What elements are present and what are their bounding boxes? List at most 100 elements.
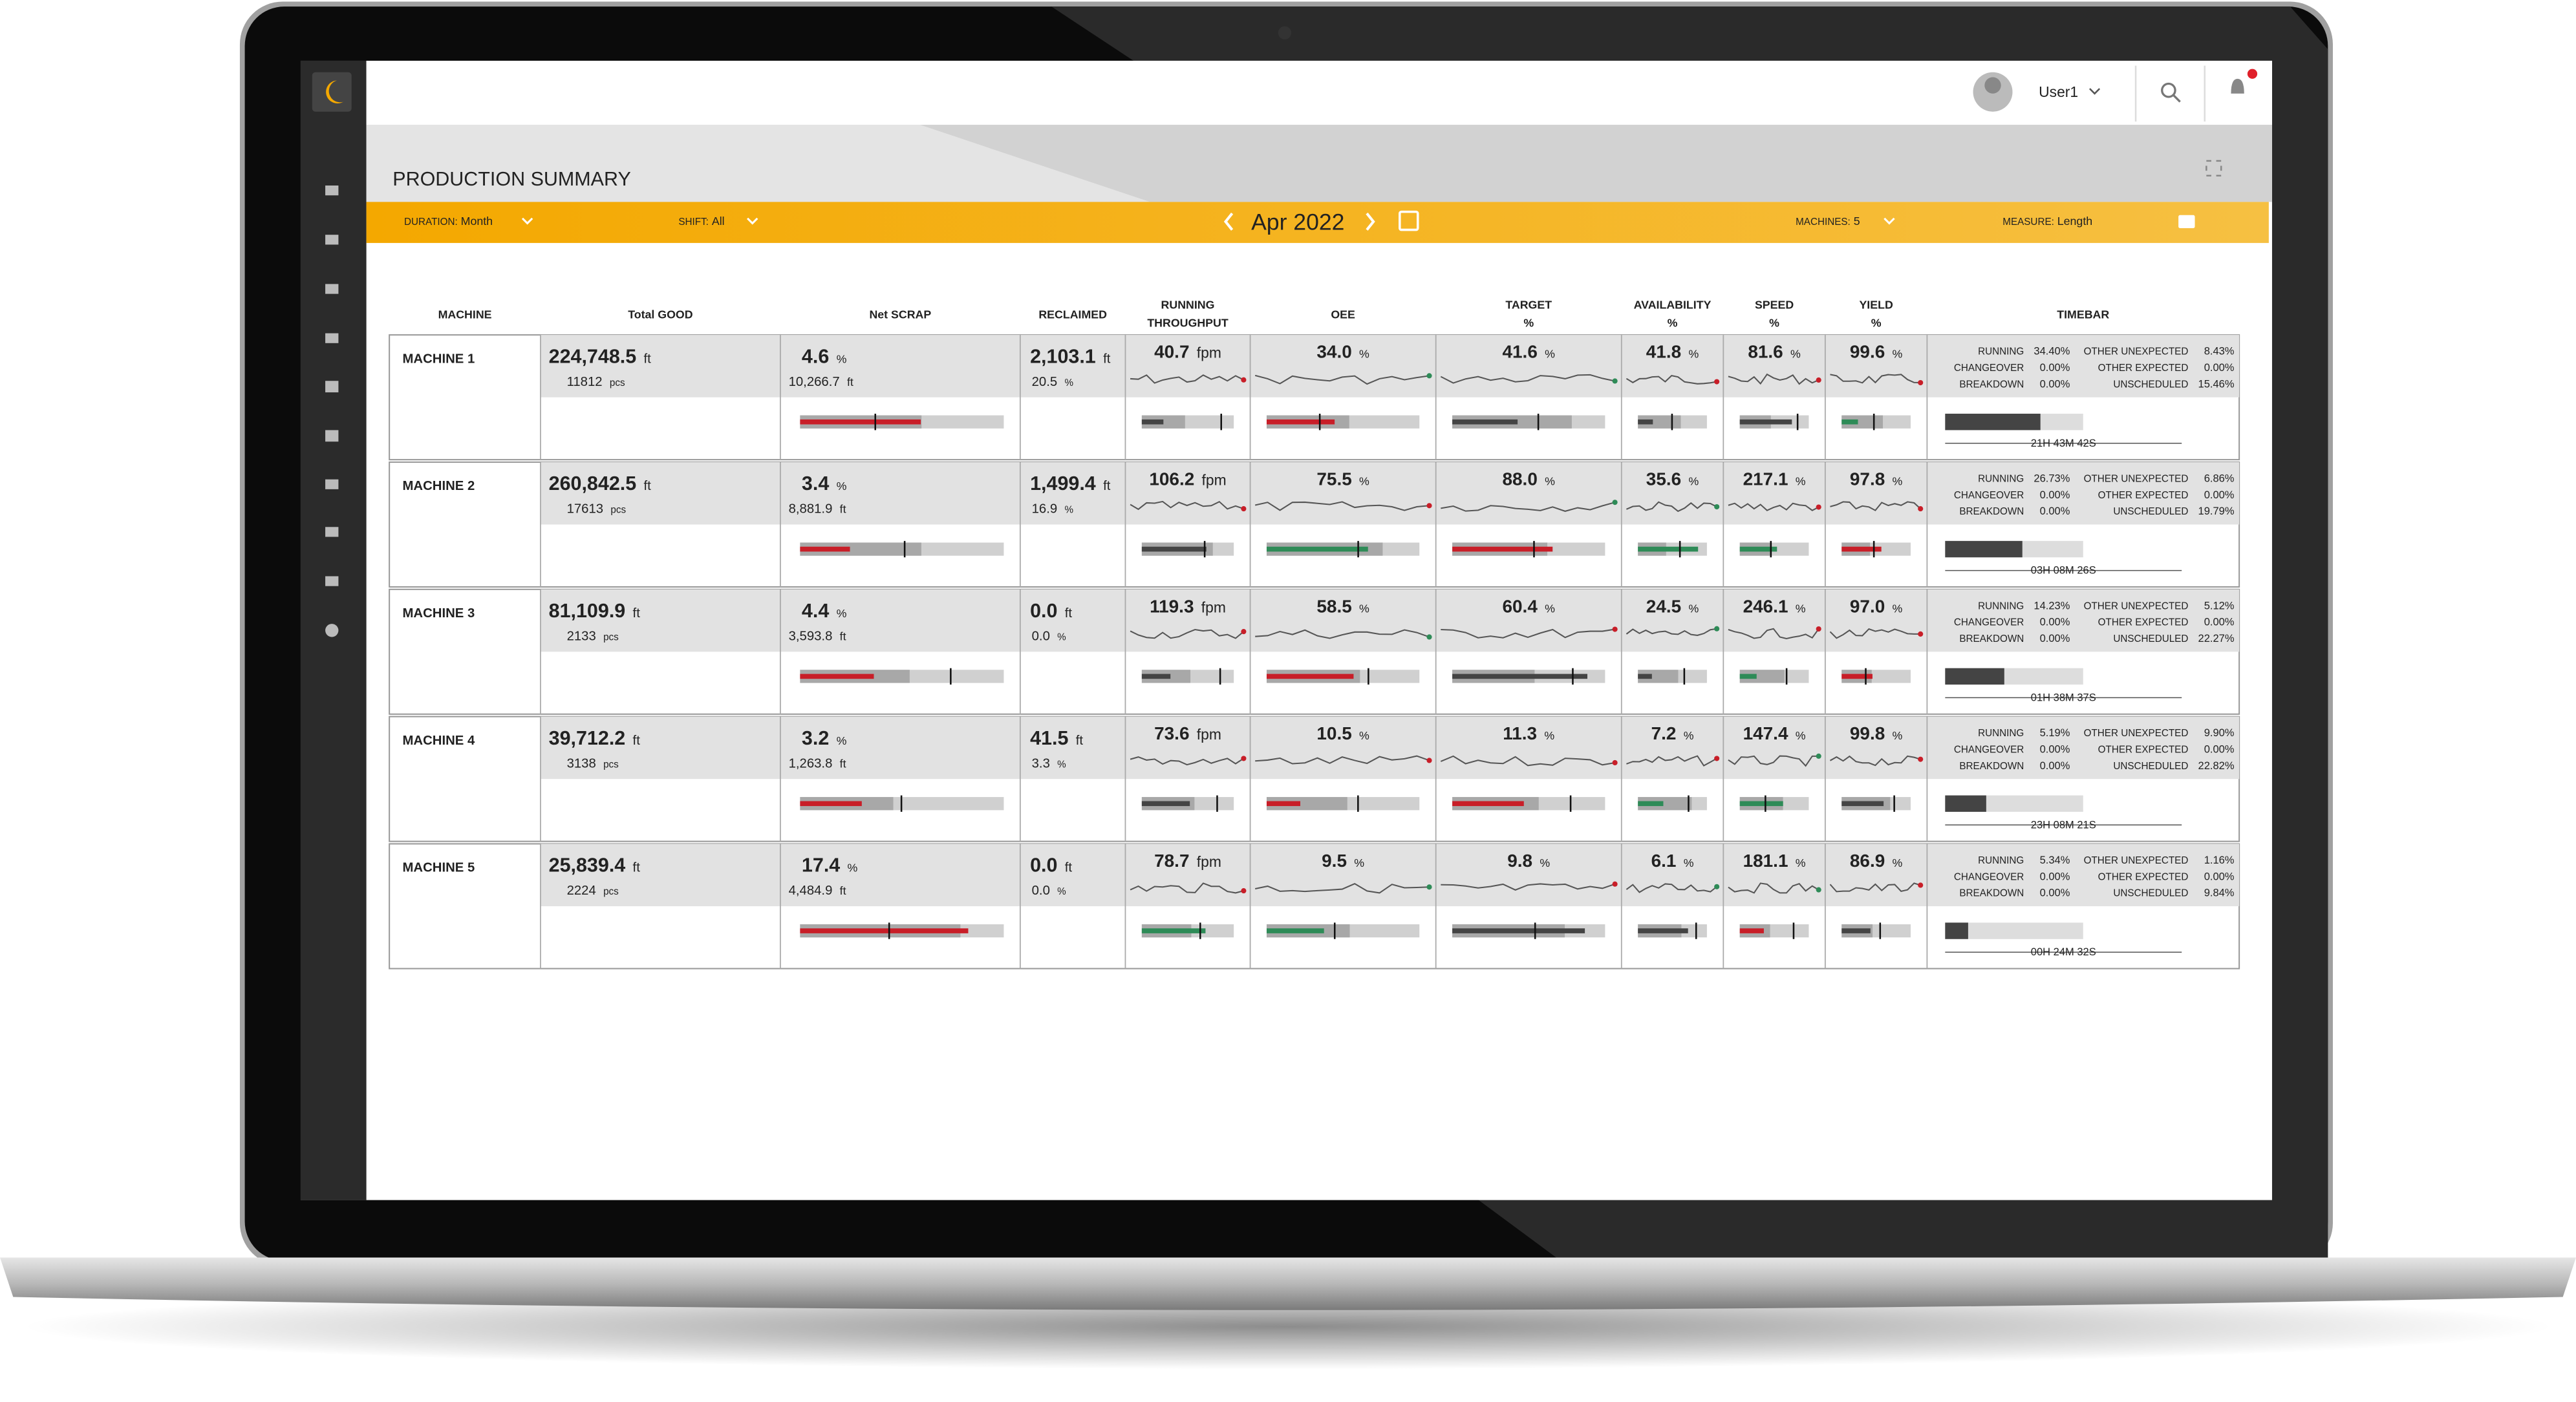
sparkline-end [1816, 377, 1821, 383]
laptop-base [0, 1257, 2576, 1310]
cell-value: 9.5 % [1322, 843, 1364, 873]
value: 0.0 [1032, 630, 1050, 644]
cell-value: 147.4 % [1743, 716, 1806, 745]
cell-value: 10.5 % [1316, 716, 1369, 745]
measure-filter[interactable]: MEASURE: Length [2002, 215, 2092, 228]
user-name[interactable]: User1 [2039, 83, 2078, 100]
cell-value: 9.8 % [1507, 843, 1550, 873]
cell-value: 3.4 % [802, 466, 847, 496]
next-period[interactable] [1366, 212, 1375, 231]
value: 217.1 [1743, 469, 1788, 489]
search-icon[interactable] [2161, 82, 2176, 98]
bullet-bar [1452, 546, 1553, 552]
sparkline-end [1612, 881, 1618, 887]
sparkline-end [1612, 759, 1618, 766]
timebar-value: 0.00% [2040, 617, 2070, 628]
sparkline [1130, 628, 1245, 639]
unit: % [837, 352, 847, 365]
cell-value: 260,842.5 ft [549, 466, 652, 496]
cell-value: 24.5 % [1646, 588, 1699, 618]
timebar-value: 22.27% [2198, 633, 2235, 644]
sparkline-end [1816, 504, 1821, 510]
bell-icon[interactable] [2231, 78, 2244, 94]
sparkline [1626, 375, 1717, 385]
cell-value: 4.6 % [802, 339, 847, 368]
cell-value: 97.0 % [1850, 588, 1903, 618]
timebar-value: 19.79% [2198, 505, 2235, 517]
unit: % [1544, 729, 1554, 742]
sparkline [1830, 374, 1921, 384]
value: 10.5 [1316, 723, 1351, 743]
timebar-label: BREAKDOWN [1959, 379, 2024, 390]
timebar-label: RUNNING [1978, 728, 2024, 739]
timebar-value: 0.00% [2204, 489, 2235, 501]
row-metrics-band [540, 335, 2240, 398]
timebar-label: OTHER EXPECTED [2098, 363, 2189, 374]
logo [312, 72, 352, 112]
timebar-label: OTHER EXPECTED [2098, 617, 2189, 628]
column-header: RECLAIMED [1038, 308, 1107, 321]
value: 58.5 [1316, 596, 1351, 616]
timebar-value: 0.00% [2204, 617, 2235, 628]
timebar-value: 0.00% [2040, 362, 2070, 374]
timebar-label: OTHER EXPECTED [2098, 490, 2189, 501]
timebar-label: OTHER UNEXPECTED [2084, 473, 2189, 484]
unit: % [848, 862, 858, 875]
timebar-value: 34.40% [2034, 346, 2070, 357]
fullscreen-icon[interactable] [2206, 160, 2222, 177]
timebar-label: CHANGEOVER [1954, 871, 2024, 882]
unit: pcs [610, 377, 625, 388]
unit: % [1684, 856, 1694, 869]
value: 81,109.9 [549, 600, 626, 622]
column-header: % [1871, 316, 1882, 329]
unit: % [1688, 348, 1699, 361]
summary-table: MACHINE Total GOOD Net SCRAP RECLAIMED RUNNI… [389, 298, 2240, 970]
timebar-value: 0.00% [2040, 760, 2070, 772]
value: 147.4 [1743, 723, 1788, 743]
value: 1,499.4 [1030, 473, 1096, 494]
value: 9.8 [1507, 851, 1532, 871]
timebar-value: 0.00% [2040, 871, 2070, 882]
timebar-duration: 23H 08M 21S [2031, 819, 2096, 831]
bullet-range-mid [1739, 670, 1785, 683]
timebar-label: BREAKDOWN [1959, 506, 2024, 517]
cell-value: 78.7 fpm [1154, 843, 1221, 873]
sparkline [1440, 374, 1615, 384]
cell-value: 4,484.9 ft [789, 871, 846, 900]
sparkline [1830, 501, 1921, 511]
duration-filter[interactable]: DURATION: Month [404, 215, 493, 228]
timebar-value: 8.43% [2204, 346, 2235, 357]
timebar-value: 0.00% [2204, 744, 2235, 756]
value: 9.5 [1322, 851, 1347, 871]
avatar-head [1984, 77, 2001, 94]
unit: ft [1103, 479, 1111, 493]
timebar-label: CHANGEOVER [1954, 490, 2024, 501]
timebar-value: 0.00% [2204, 871, 2235, 882]
cell-value: 88.0 % [1502, 462, 1555, 491]
prev-period[interactable] [1223, 212, 1234, 231]
row-metrics-band [540, 462, 2240, 525]
print-icon[interactable] [2178, 215, 2195, 229]
value: 35.6 [1646, 469, 1681, 489]
unit: fpm [1197, 345, 1221, 361]
sparkline-end [1241, 506, 1247, 512]
sparkline-end [1714, 756, 1720, 761]
machines-filter[interactable]: MACHINES: 5 [1796, 215, 1860, 228]
unit: % [1796, 475, 1806, 488]
value: 10,266.7 [789, 375, 840, 389]
cell-value: 97.8 % [1850, 462, 1903, 491]
unit: % [1688, 475, 1699, 488]
calendar-icon[interactable] [1398, 210, 1419, 231]
timebar-value: 22.82% [2198, 760, 2235, 772]
timebar-label: BREAKDOWN [1959, 888, 2024, 899]
timebar-label: CHANGEOVER [1954, 363, 2024, 374]
timebar-running [1945, 795, 1986, 812]
sparkline [1626, 628, 1717, 636]
shift-filter[interactable]: SHIFT: All [678, 215, 724, 228]
column-header: SPEED [1755, 298, 1794, 311]
timebar-label: BREAKDOWN [1959, 761, 2024, 772]
sidebar-icons[interactable] [325, 185, 339, 637]
